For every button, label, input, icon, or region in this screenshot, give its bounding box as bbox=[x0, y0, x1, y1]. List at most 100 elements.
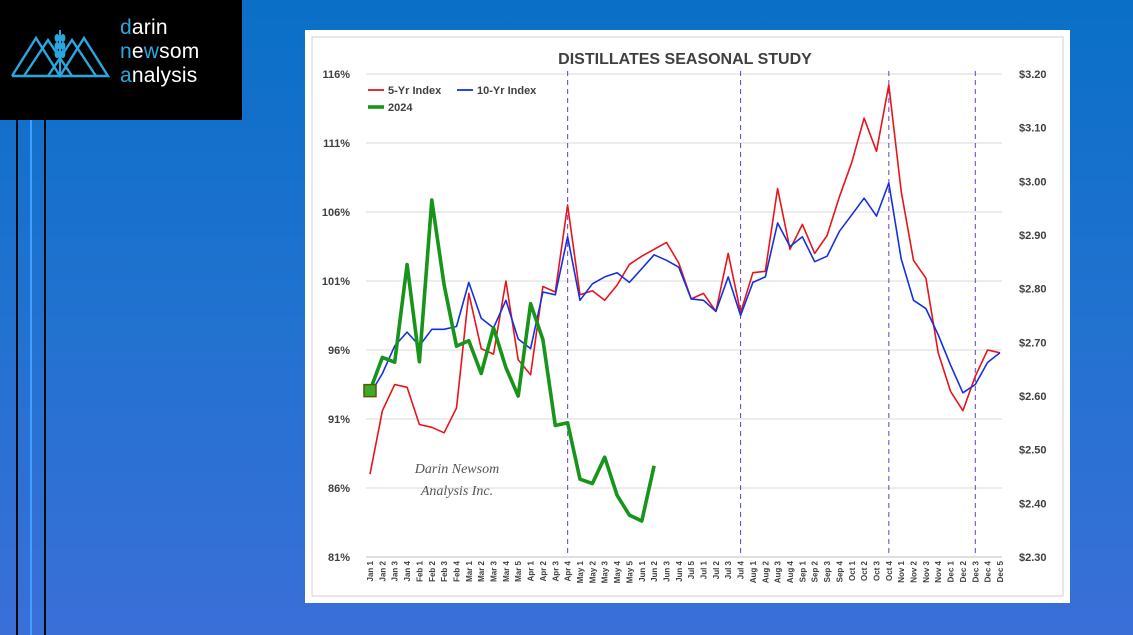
x-tick-label: Apr 1 bbox=[527, 560, 536, 581]
legend-label: 2024 bbox=[388, 102, 413, 114]
x-tick-label: Jan 4 bbox=[403, 560, 412, 581]
x-tick-label: Mar 2 bbox=[477, 560, 486, 581]
chart-panel: DISTILLATES SEASONAL STUDY 116% 111% 106% 1… bbox=[305, 30, 1070, 603]
x-tick-label: Mar 4 bbox=[502, 560, 511, 581]
brand-word-analysis: nalysis bbox=[131, 64, 198, 87]
x-tick-label: Aug 1 bbox=[749, 560, 758, 583]
x-tick-label: May 4 bbox=[613, 560, 622, 583]
x-tick-label: Mar 1 bbox=[465, 560, 474, 581]
x-tick-label: Dec 2 bbox=[959, 560, 968, 582]
x-axis: Jan 1 Jan 2 Jan 3 Jan 4 Feb 1 Feb 2 Feb 3 Feb 4… bbox=[366, 560, 1005, 583]
x-tick-label: Sep 1 bbox=[798, 560, 807, 582]
y-axis-left: 116% 111% 106% 101% 96% 91% 86% 81% bbox=[322, 69, 350, 564]
chart-title: DISTILLATES SEASONAL STUDY bbox=[558, 51, 812, 68]
x-tick-label: Oct 1 bbox=[848, 560, 857, 581]
x-tick-label: Nov 3 bbox=[922, 560, 931, 582]
brand-initial-a: a bbox=[120, 64, 132, 87]
decor-line-1 bbox=[16, 120, 18, 635]
x-tick-label: Apr 3 bbox=[551, 560, 560, 581]
x-tick-label: Sep 2 bbox=[811, 560, 820, 582]
x-tick-label: Jun 3 bbox=[662, 560, 671, 581]
chart-border bbox=[311, 36, 1064, 597]
x-tick-label: Jun 1 bbox=[638, 560, 647, 581]
x-tick-label: May 2 bbox=[588, 560, 597, 583]
x-tick-label: Jan 3 bbox=[391, 560, 400, 581]
gridlines bbox=[366, 73, 1002, 558]
brand-word-newsom: som bbox=[159, 40, 200, 63]
brand-initial-n: n bbox=[120, 40, 132, 63]
x-tick-label: Nov 4 bbox=[934, 560, 943, 582]
y-left-tick-label: 106% bbox=[322, 207, 350, 219]
x-tick-label: Dec 5 bbox=[996, 560, 1005, 582]
x-tick-label: Jul 1 bbox=[700, 560, 709, 579]
x-tick-label: Aug 4 bbox=[786, 560, 795, 583]
y-right-tick-label: $3.20 bbox=[1019, 69, 1047, 81]
x-tick-label: Mar 5 bbox=[514, 560, 523, 581]
y-right-tick-label: $3.00 bbox=[1019, 176, 1047, 188]
x-tick-label: Dec 3 bbox=[971, 560, 980, 582]
x-tick-label: Mar 3 bbox=[490, 560, 499, 581]
x-tick-label: Apr 4 bbox=[564, 560, 573, 581]
x-tick-label: May 3 bbox=[601, 560, 610, 583]
x-tick-label: Oct 4 bbox=[885, 560, 894, 581]
x-tick-label: Oct 3 bbox=[872, 560, 881, 581]
brand-word-darin: arin bbox=[131, 16, 168, 39]
quarter-dividers bbox=[567, 71, 976, 557]
x-tick-label: Jan 1 bbox=[366, 560, 375, 581]
y-left-tick-label: 86% bbox=[328, 483, 350, 495]
y-left-tick-label: 91% bbox=[328, 414, 350, 426]
y-left-tick-label: 116% bbox=[322, 69, 350, 81]
x-tick-label: May 5 bbox=[625, 560, 634, 583]
y-left-tick-label: 81% bbox=[328, 552, 350, 564]
brand-line-1: darin bbox=[120, 16, 199, 40]
series-lines bbox=[363, 84, 1001, 523]
x-tick-label: Jul 4 bbox=[737, 560, 746, 579]
x-tick-label: Jan 2 bbox=[378, 560, 387, 581]
y-left-tick-label: 96% bbox=[328, 345, 350, 357]
x-tick-label: Feb 4 bbox=[452, 560, 461, 581]
y-right-tick-label: $2.30 bbox=[1019, 552, 1047, 564]
x-tick-label: Jul 3 bbox=[724, 560, 733, 579]
x-tick-label: Feb 1 bbox=[415, 560, 424, 581]
y-right-tick-label: $3.10 bbox=[1019, 123, 1047, 135]
brand-line-3: analysis bbox=[120, 64, 199, 88]
y-right-tick-label: $2.70 bbox=[1019, 337, 1047, 349]
decor-line-3 bbox=[44, 120, 46, 635]
y-left-tick-label: 111% bbox=[323, 138, 350, 150]
x-tick-label: Jul 5 bbox=[687, 560, 696, 579]
series-start-marker bbox=[363, 383, 377, 398]
x-tick-label: Dec 1 bbox=[947, 560, 956, 582]
x-tick-label: Sep 4 bbox=[835, 560, 844, 582]
legend-label: 10-Yr Index bbox=[477, 85, 537, 97]
brand-initial-d: d bbox=[120, 16, 132, 39]
brand-name: darin newsom analysis bbox=[120, 16, 199, 88]
seasonal-chart: DISTILLATES SEASONAL STUDY 116%111%106%1… bbox=[311, 36, 1064, 597]
x-tick-label: Sep 3 bbox=[823, 560, 832, 582]
y-right-tick-label: $2.80 bbox=[1019, 284, 1047, 296]
x-tick-label: Jul 2 bbox=[712, 560, 721, 579]
watermark: Darin Newsom Analysis Inc. bbox=[414, 462, 499, 499]
brand-word-newsom-mid: e bbox=[131, 40, 144, 63]
x-tick-label: May 1 bbox=[576, 560, 585, 583]
y-axis-right: $3.20 $3.10 $3.00 $2.90 $2.80 $2.70 $2.60 $2.50… bbox=[1019, 69, 1047, 564]
x-tick-label: Dec 4 bbox=[984, 560, 993, 582]
decor-line-2 bbox=[30, 120, 32, 635]
brand-accent-w: w bbox=[143, 40, 160, 63]
y-left-tick-label: 101% bbox=[322, 276, 350, 288]
brand-line-2: newsom bbox=[120, 40, 199, 64]
x-tick-label: Aug 2 bbox=[761, 560, 770, 583]
y-right-tick-label: $2.90 bbox=[1019, 230, 1047, 242]
y-right-tick-label: $2.60 bbox=[1019, 391, 1047, 403]
x-tick-label: Feb 3 bbox=[440, 560, 449, 581]
mountain-wheat-icon bbox=[10, 30, 111, 79]
x-tick-label: Feb 2 bbox=[428, 560, 437, 581]
x-tick-label: Nov 1 bbox=[897, 560, 906, 582]
legend-label: 5-Yr Index bbox=[388, 85, 442, 97]
series-line-2024 bbox=[368, 198, 656, 523]
y-right-tick-label: $2.40 bbox=[1019, 498, 1047, 510]
x-tick-label: Jun 2 bbox=[650, 560, 659, 581]
brand-logo: darin newsom analysis bbox=[0, 0, 242, 120]
legend: 5-Yr Index 10-Yr Index 2024 bbox=[368, 85, 537, 114]
y-right-tick-label: $2.50 bbox=[1019, 445, 1047, 457]
series-line-10-yr-index bbox=[369, 182, 1001, 395]
